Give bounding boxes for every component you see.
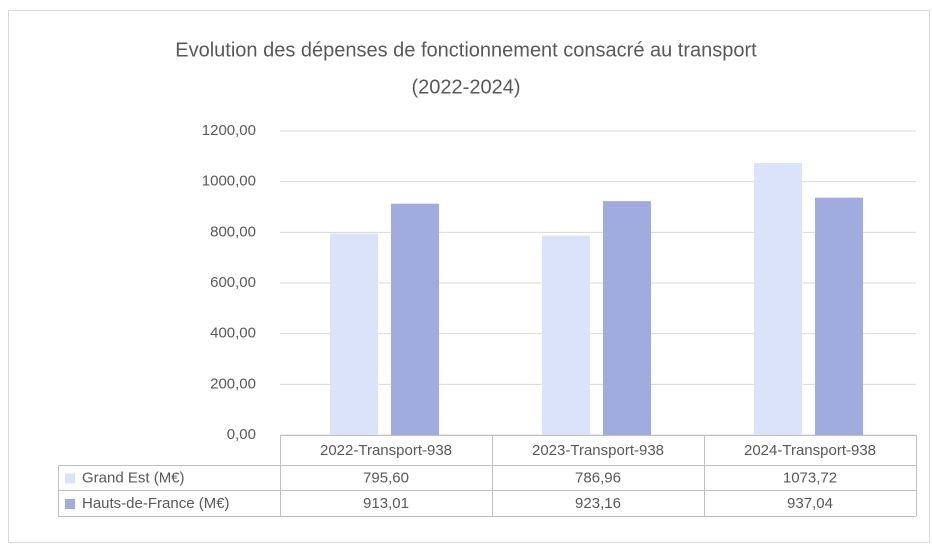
x-tick-label: 2024-Transport-938 [744,442,876,459]
chart-title: Evolution des dépenses de fonctionnement… [175,39,757,61]
bar [815,197,863,435]
x-tick-label: 2023-Transport-938 [532,442,664,459]
y-tick-label: 0,00 [227,426,256,443]
bar [330,233,378,435]
bar [542,235,590,435]
table-value: 923,16 [575,495,621,512]
table-value: 1073,72 [783,469,837,486]
legend-label: Grand Est (M€) [82,469,185,486]
legend-label: Hauts-de-France (M€) [82,495,230,512]
table-value: 795,60 [363,469,409,486]
y-tick-label: 800,00 [210,223,256,240]
y-tick-label: 200,00 [210,375,256,392]
y-tick-label: 1000,00 [202,173,256,190]
bar [603,201,651,435]
x-tick-label: 2022-Transport-938 [320,442,452,459]
bar [391,203,439,435]
legend-swatch [65,473,75,484]
legend-swatch [65,499,75,509]
y-tick-label: 600,00 [210,274,256,291]
y-tick-label: 1200,00 [202,122,256,139]
chart-subtitle: (2022-2024) [412,76,521,98]
table-value: 937,04 [787,495,833,512]
table-value: 913,01 [363,495,409,512]
bar [754,162,802,435]
table-value: 786,96 [575,469,621,486]
y-tick-label: 400,00 [210,325,256,342]
